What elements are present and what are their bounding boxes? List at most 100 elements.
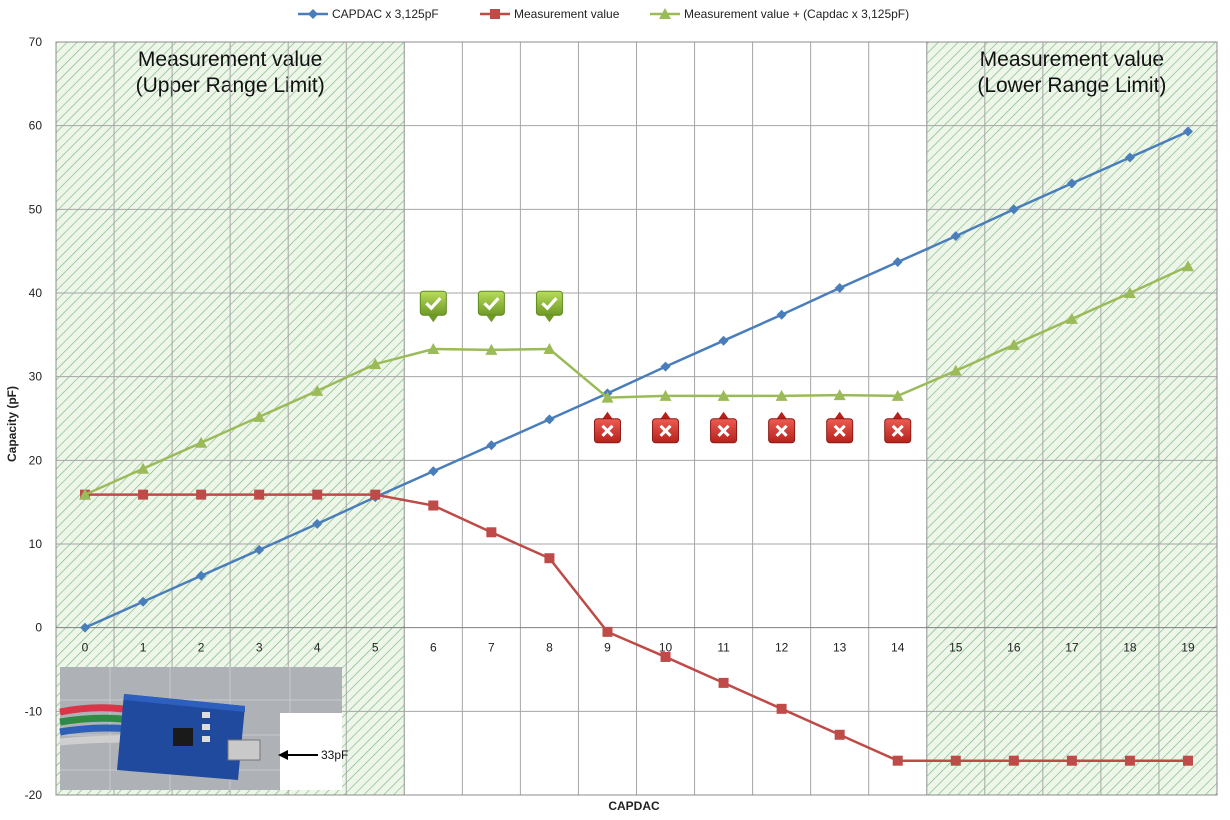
- x-tick-label: 9: [604, 641, 611, 655]
- plot-border: [55, 41, 1218, 796]
- data-point: [138, 489, 149, 500]
- cross-icon-stroke: [891, 424, 904, 437]
- x-tick-label: 3: [256, 641, 263, 655]
- data-point: [660, 361, 671, 372]
- region-title: Measurement value: [980, 48, 1164, 71]
- check-icon: [419, 290, 447, 323]
- data-point: [892, 755, 903, 766]
- y-tick-label: 70: [29, 35, 43, 49]
- x-tick-label: 18: [1123, 641, 1137, 655]
- cross-icon-pointer: [602, 411, 613, 419]
- cross-icon: [652, 411, 680, 444]
- data-point: [370, 489, 381, 500]
- x-tick-label: 5: [372, 641, 379, 655]
- data-point: [312, 489, 323, 500]
- cross-icon: [884, 411, 912, 444]
- data-point: [1007, 338, 1020, 350]
- data-point: [834, 282, 845, 293]
- data-point: [660, 651, 671, 662]
- check-icon-pointer: [544, 315, 555, 323]
- data-point: [1066, 178, 1077, 189]
- series-lines: [79, 126, 1194, 766]
- check-icon-pointer: [428, 315, 439, 323]
- data-point: [718, 335, 729, 346]
- check-icon-tick: [425, 297, 442, 311]
- x-tick-label: 7: [488, 641, 495, 655]
- data-point: [718, 677, 729, 688]
- cross-icon: [710, 411, 738, 444]
- legend-label: CAPDAC x 3,125pF: [332, 7, 439, 21]
- y-tick-label: -20: [25, 788, 43, 802]
- series-line: [84, 130, 1189, 629]
- data-point: [1182, 755, 1193, 766]
- data-point: [311, 384, 324, 396]
- data-point: [428, 466, 439, 477]
- data-point: [1066, 755, 1077, 766]
- data-point: [1181, 260, 1194, 272]
- data-point: [1124, 755, 1135, 766]
- data-point: [949, 364, 962, 376]
- x-tick-label: 10: [659, 641, 673, 655]
- cross-icon-stroke: [775, 424, 788, 437]
- data-point: [427, 343, 440, 355]
- y-axis-title: Capacity (pF): [5, 386, 19, 462]
- cross-icon-pointer: [718, 411, 729, 419]
- data-point: [253, 410, 266, 422]
- x-tick-label: 15: [949, 641, 963, 655]
- data-point: [195, 436, 208, 448]
- x-axis-title: CAPDAC: [608, 799, 660, 813]
- check-icon-box: [477, 290, 505, 316]
- region-subtitle: (Lower Range Limit): [977, 74, 1166, 97]
- x-tick-label: 2: [198, 641, 205, 655]
- x-tick-label: 12: [775, 641, 789, 655]
- data-point: [79, 488, 92, 500]
- check-icon-pointer: [486, 315, 497, 323]
- data-point: [254, 544, 265, 555]
- data-point: [834, 729, 845, 740]
- check-icon-tick: [483, 297, 500, 311]
- check-icon-box: [419, 290, 447, 316]
- cross-icon: [593, 411, 621, 444]
- data-point: [485, 343, 498, 355]
- x-tick-label: 1: [140, 641, 147, 655]
- data-point: [312, 518, 323, 529]
- grid-lines: [55, 41, 1218, 796]
- cross-icon-stroke: [717, 424, 730, 437]
- x-tick-label: 6: [430, 641, 437, 655]
- data-point: [601, 391, 614, 403]
- legend-label: Measurement value: [514, 7, 620, 21]
- data-point: [486, 440, 497, 451]
- data-point: [659, 389, 672, 401]
- cross-icon-pointer: [660, 411, 671, 419]
- x-tick-label: 0: [82, 641, 89, 655]
- data-point: [717, 389, 730, 401]
- inset-photo: 33pF: [59, 667, 348, 790]
- data-point: [544, 414, 555, 425]
- x-tick-label: 13: [833, 641, 847, 655]
- x-tick-label: 14: [891, 641, 905, 655]
- cross-icon: [768, 411, 796, 444]
- data-point: [544, 553, 555, 564]
- data-point: [892, 257, 903, 268]
- data-point: [138, 596, 149, 607]
- data-point: [196, 489, 207, 500]
- data-point: [369, 358, 382, 370]
- cross-icon-stroke: [601, 424, 614, 437]
- y-tick-label: 40: [29, 286, 43, 300]
- y-tick-labels: -20 -10 0 10 20 30 40 50 60 70: [25, 35, 43, 802]
- series-line: [85, 493, 1188, 762]
- data-point: [1065, 312, 1078, 324]
- series-line: [84, 265, 1189, 496]
- data-point: [254, 489, 265, 500]
- y-tick-label: 60: [29, 119, 43, 133]
- y-tick-label: 10: [29, 537, 43, 551]
- shaded-region: [926, 41, 1218, 796]
- data-point: [486, 527, 497, 538]
- check-icon: [535, 290, 563, 323]
- check-icon-tick: [541, 297, 558, 311]
- data-point: [833, 389, 846, 401]
- data-point: [1123, 287, 1136, 298]
- x-tick-label: 16: [1007, 641, 1021, 655]
- data-point: [950, 231, 961, 242]
